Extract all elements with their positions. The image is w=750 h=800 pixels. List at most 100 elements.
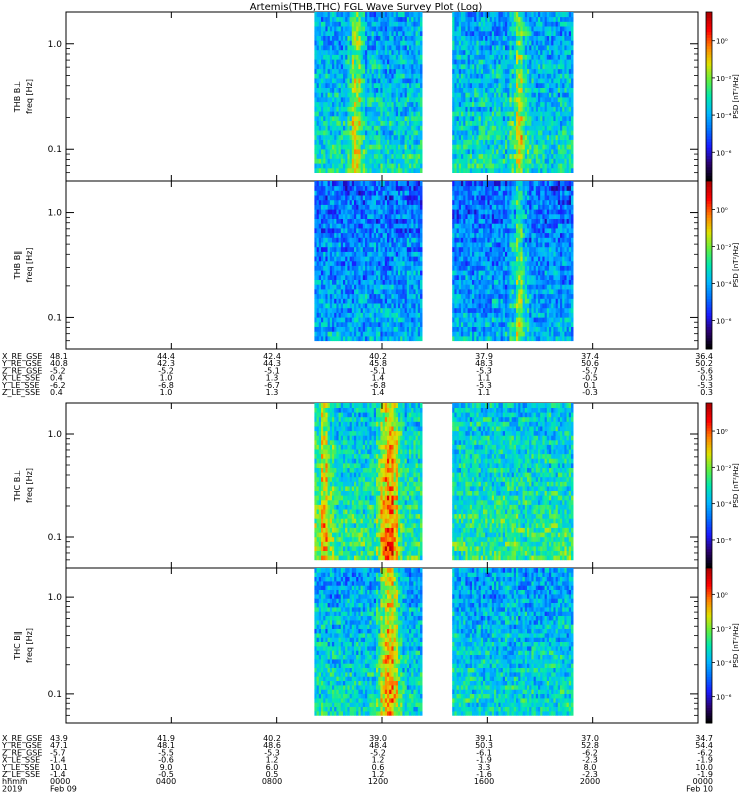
heatmap-cell xyxy=(349,158,353,164)
heatmap-cell xyxy=(496,49,499,55)
heatmap-cell xyxy=(409,237,412,243)
heatmap-cell xyxy=(362,265,366,271)
heatmap-cell xyxy=(382,232,386,238)
heatmap-cell xyxy=(376,125,379,131)
heatmap-cell xyxy=(373,260,377,266)
heatmap-cell xyxy=(332,87,335,93)
heatmap-cell xyxy=(491,54,495,60)
heatmap-cell xyxy=(542,35,545,41)
heatmap-cell xyxy=(349,78,353,84)
heatmap-cell xyxy=(411,270,414,276)
heatmap-cell xyxy=(336,331,339,337)
heatmap-cell xyxy=(500,144,504,150)
heatmap-cell xyxy=(351,59,355,65)
heatmap-cell xyxy=(535,87,539,93)
heatmap-cell xyxy=(347,78,350,84)
heatmap-cell xyxy=(360,274,364,280)
heatmap-cell xyxy=(535,73,539,79)
heatmap-cell xyxy=(332,270,335,276)
heatmap-cell xyxy=(417,326,421,332)
heatmap-cell xyxy=(480,167,484,173)
heatmap-cell xyxy=(406,49,410,55)
heatmap-cell xyxy=(358,54,361,60)
heatmap-cell xyxy=(555,21,559,27)
heatmap-cell xyxy=(494,163,497,169)
heatmap-cell xyxy=(338,49,342,55)
heatmap-cell xyxy=(531,82,534,88)
heatmap-cell xyxy=(524,59,528,65)
heatmap-cell xyxy=(321,317,324,323)
heatmap-cell xyxy=(527,78,530,84)
heatmap-cell xyxy=(314,87,317,93)
heatmap-cell xyxy=(360,153,364,159)
heatmap-cell xyxy=(549,40,552,46)
heatmap-cell xyxy=(533,78,537,84)
heatmap-cell xyxy=(474,12,477,18)
heatmap-cell xyxy=(535,163,539,169)
heatmap-cell xyxy=(413,279,416,285)
heatmap-cell xyxy=(391,153,394,159)
heatmap-cell xyxy=(535,12,539,18)
heatmap-cell xyxy=(365,303,368,309)
heatmap-cell xyxy=(325,111,328,117)
heatmap-cell xyxy=(483,115,486,121)
heatmap-cell xyxy=(411,16,414,22)
heatmap-cell xyxy=(555,115,559,121)
heatmap-cell xyxy=(413,321,416,327)
heatmap-cell xyxy=(358,134,361,140)
heatmap-cell xyxy=(398,218,401,224)
heatmap-cell xyxy=(467,78,471,84)
heatmap-cell xyxy=(531,45,534,51)
heatmap-cell xyxy=(402,130,405,136)
heatmap-cell xyxy=(334,321,337,327)
heatmap-cell xyxy=(387,158,390,164)
heatmap-cell xyxy=(406,246,410,252)
heatmap-cell xyxy=(325,232,328,238)
heatmap-cell xyxy=(373,54,377,60)
heatmap-cell xyxy=(384,251,388,257)
heatmap-cell xyxy=(323,54,326,60)
heatmap-cell xyxy=(316,120,320,126)
heatmap-cell xyxy=(314,223,317,229)
heatmap-cell xyxy=(529,167,532,173)
heatmap-cell xyxy=(413,134,416,140)
heatmap-cell xyxy=(351,120,355,126)
heatmap-cell xyxy=(568,125,572,131)
heatmap-cell xyxy=(314,270,317,276)
heatmap-cell xyxy=(568,64,572,70)
heatmap-cell xyxy=(334,284,337,290)
heatmap-cell xyxy=(549,97,552,103)
heatmap-cell xyxy=(478,97,482,103)
heatmap-cell xyxy=(398,149,401,155)
heatmap-cell xyxy=(516,21,519,27)
heatmap-cell xyxy=(387,237,390,243)
heatmap-cell xyxy=(474,54,477,60)
heatmap-cell xyxy=(516,16,519,22)
heatmap-cell xyxy=(520,92,523,98)
heatmap-cell xyxy=(323,256,326,262)
heatmap-cell xyxy=(354,270,357,276)
heatmap-cell xyxy=(420,317,423,323)
heatmap-cell xyxy=(380,130,383,136)
heatmap-cell xyxy=(494,54,497,60)
heatmap-cell xyxy=(321,115,324,121)
heatmap-cell xyxy=(347,336,350,342)
heatmap-cell xyxy=(469,16,473,22)
heatmap-cell xyxy=(380,101,383,107)
heatmap-cell xyxy=(413,92,416,98)
heatmap-cell xyxy=(380,78,383,84)
heatmap-cell xyxy=(454,158,457,164)
heatmap-cell xyxy=(329,232,333,238)
heatmap-cell xyxy=(384,125,388,131)
heatmap-cell xyxy=(325,213,328,219)
heatmap-cell xyxy=(321,78,324,84)
heatmap-cell xyxy=(522,101,526,107)
heatmap-cell xyxy=(505,16,508,22)
heatmap-cell xyxy=(347,223,350,229)
heatmap-cell xyxy=(463,64,466,70)
heatmap-cell xyxy=(340,97,344,103)
heatmap-cell xyxy=(529,125,532,131)
heatmap-cell xyxy=(325,321,328,327)
heatmap-cell xyxy=(542,12,545,18)
heatmap-cell xyxy=(452,158,455,164)
